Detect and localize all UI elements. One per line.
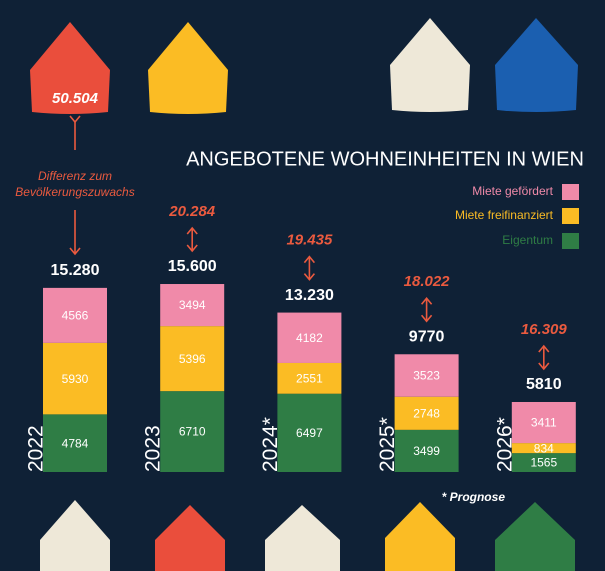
segment-label: 3411 <box>531 416 557 430</box>
segment-label: 4182 <box>296 331 323 345</box>
bar-segment <box>160 284 225 327</box>
house <box>40 500 110 571</box>
segment-label: 4784 <box>62 436 89 450</box>
segment-label: 2551 <box>296 372 323 386</box>
bar-segment <box>394 429 459 472</box>
legend-label: Eigentum <box>502 233 553 247</box>
arrow-head <box>303 255 316 264</box>
segment-label: 6710 <box>179 425 206 439</box>
segment-label: 834 <box>534 441 554 455</box>
bar-segment <box>43 414 107 472</box>
segment-label: 3523 <box>413 369 440 383</box>
year-label: 2025* <box>376 417 399 472</box>
house <box>385 502 455 571</box>
segment-label: 5930 <box>62 372 89 386</box>
house <box>30 22 110 114</box>
bar-segment <box>277 312 342 363</box>
arrow-head <box>186 226 198 235</box>
arrow-head <box>538 362 550 371</box>
chart-title: ANGEBOTENE WOHNEINHEITEN IN WIEN <box>186 148 584 170</box>
arrow-head <box>420 314 433 323</box>
segment-label: 3499 <box>413 444 440 458</box>
total-label: 15.600 <box>168 258 217 275</box>
legend-swatch <box>562 233 579 249</box>
houses-top <box>30 18 578 114</box>
bar-segment <box>394 396 459 430</box>
bar-segment <box>277 393 342 472</box>
difference-label: 20.284 <box>168 203 216 220</box>
legend-label: Miete freifinanziert <box>455 208 554 222</box>
total-label: 15.280 <box>51 262 100 279</box>
total-label: 13.230 <box>285 287 334 304</box>
house <box>155 505 225 571</box>
house <box>495 502 575 571</box>
bar-segment <box>160 326 225 392</box>
year-label: 2024* <box>259 417 282 472</box>
arrow-head <box>69 247 81 256</box>
arrow-head <box>420 297 433 305</box>
bar-segment <box>160 391 225 472</box>
bar-segment <box>277 362 342 394</box>
annotation: Bevölkerungszuwachs <box>15 185 134 199</box>
difference-label: 18.022 <box>404 273 451 290</box>
houses-bottom <box>40 500 575 571</box>
difference-label: 19.435 <box>286 232 333 249</box>
difference-label: 50.504 <box>52 90 99 107</box>
year-label: 2023 <box>142 425 165 472</box>
house <box>265 505 340 571</box>
total-label: 9770 <box>409 328 445 345</box>
segment-label: 2748 <box>413 406 440 420</box>
arrow-head <box>186 244 198 253</box>
house <box>148 22 228 114</box>
legend-label: Miete gefördert <box>472 184 553 198</box>
bar-segment <box>511 453 576 472</box>
segment-label: 6497 <box>296 426 323 440</box>
segment-label: 4566 <box>62 309 89 323</box>
arrow-head <box>303 273 316 281</box>
segment-label: 1565 <box>530 456 557 470</box>
year-label: 2026* <box>493 417 516 472</box>
legend-swatch <box>562 208 579 224</box>
bar-segment <box>43 342 107 415</box>
segment-label: 5396 <box>179 352 206 366</box>
bar-segment <box>394 354 459 397</box>
annotation: Differenz zum <box>38 169 112 183</box>
bar-segment <box>43 287 107 343</box>
house <box>495 18 578 112</box>
house <box>390 18 470 112</box>
difference-label: 16.309 <box>521 321 568 338</box>
legend-swatch <box>562 184 579 200</box>
year-label: 2022 <box>25 425 48 472</box>
footnote: * Prognose <box>442 490 506 504</box>
bar-segment <box>511 443 576 454</box>
segment-label: 3494 <box>179 298 206 312</box>
arrow-head <box>538 344 550 353</box>
bar-segment <box>511 401 576 444</box>
total-label: 5810 <box>526 376 562 393</box>
arrow-head <box>69 115 81 124</box>
